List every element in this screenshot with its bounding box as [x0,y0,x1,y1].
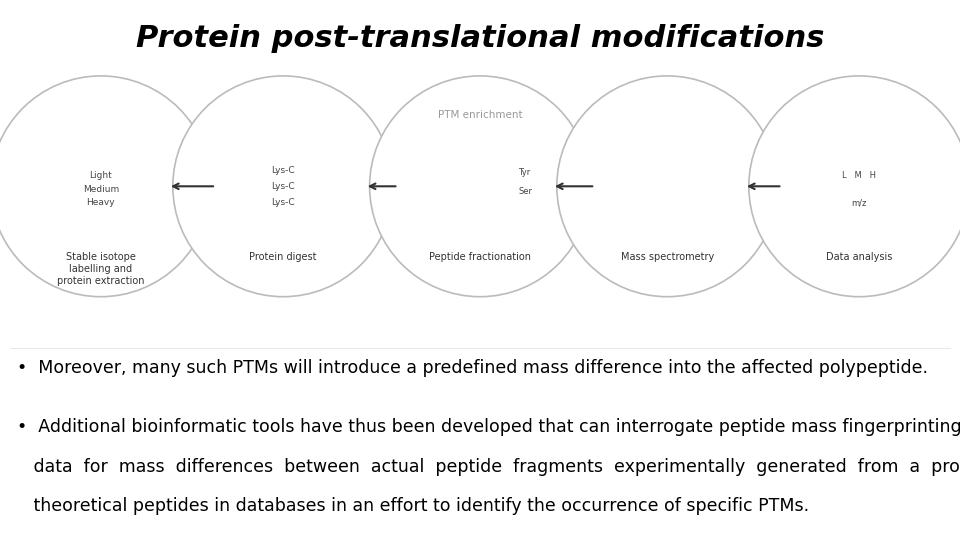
Text: Peptide fractionation: Peptide fractionation [429,252,531,262]
Ellipse shape [0,76,211,296]
Text: theoretical peptides in databases in an effort to identify the occurrence of spe: theoretical peptides in databases in an … [17,497,809,515]
Text: Heavy: Heavy [86,198,115,207]
Text: Data analysis: Data analysis [826,252,893,262]
Text: PTM enrichment: PTM enrichment [438,110,522,120]
Ellipse shape [370,76,590,296]
Text: Light: Light [89,171,112,180]
Text: Stable isotope
labelling and
protein extraction: Stable isotope labelling and protein ext… [57,252,145,286]
Text: m/z: m/z [852,198,867,207]
Text: Lys-C: Lys-C [272,198,295,207]
Text: Mass spectrometry: Mass spectrometry [620,252,714,262]
Text: •  Moreover, many such PTMs will introduce a predefined mass difference into the: • Moreover, many such PTMs will introduc… [17,359,928,377]
Text: •  Additional bioinformatic tools have thus been developed that can interrogate : • Additional bioinformatic tools have th… [17,418,960,436]
Text: data  for  mass  differences  between  actual  peptide  fragments  experimentall: data for mass differences between actual… [17,458,960,476]
Text: Medium: Medium [83,185,119,193]
Ellipse shape [557,76,778,296]
Text: Ser: Ser [518,187,533,196]
Text: L   M   H: L M H [842,171,876,180]
Ellipse shape [749,76,960,296]
Text: Lys-C: Lys-C [272,166,295,174]
Text: Protein digest: Protein digest [250,252,317,262]
Text: Lys-C: Lys-C [272,182,295,191]
Ellipse shape [173,76,394,296]
Text: Protein post-translational modifications: Protein post-translational modifications [135,24,825,53]
Text: Tyr: Tyr [518,168,531,177]
